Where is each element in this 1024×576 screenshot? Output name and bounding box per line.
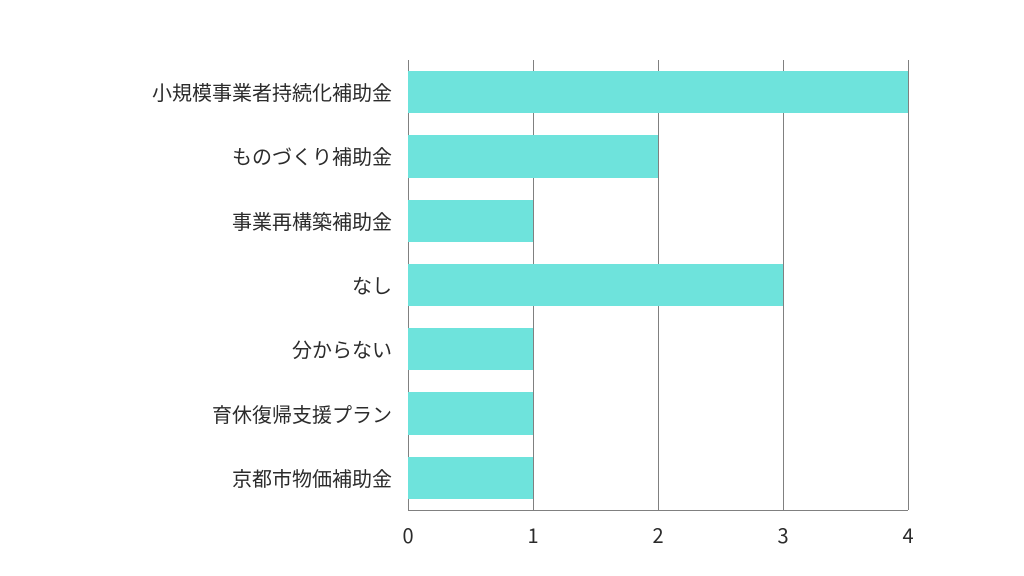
y-category-label: 分からない xyxy=(292,334,392,363)
bar xyxy=(408,200,533,242)
x-tick-label: 1 xyxy=(513,520,553,549)
y-category-label: 育休復帰支援プラン xyxy=(212,399,392,428)
bar xyxy=(408,71,908,113)
plot-area xyxy=(408,60,908,510)
y-category-label: なし xyxy=(352,270,392,299)
x-tick-label: 3 xyxy=(763,520,803,549)
y-category-label: ものづくり補助金 xyxy=(232,141,392,170)
y-category-label: 事業再構築補助金 xyxy=(232,206,392,235)
x-gridline xyxy=(908,60,909,510)
x-tick-label: 4 xyxy=(888,520,928,549)
x-tick-label: 0 xyxy=(388,520,428,549)
bar xyxy=(408,392,533,434)
x-tick-label: 2 xyxy=(638,520,678,549)
chart-container: 0 1 2 3 4 小規模事業者持続化補助金ものづくり補助金事業再構築補助金なし分からない… xyxy=(0,0,1024,576)
y-category-label: 京都市物価補助金 xyxy=(232,463,392,492)
x-axis-line xyxy=(408,510,908,511)
x-gridline xyxy=(783,60,784,510)
bar xyxy=(408,457,533,499)
bar xyxy=(408,328,533,370)
bar xyxy=(408,135,658,177)
bar xyxy=(408,264,783,306)
y-category-label: 小規模事業者持続化補助金 xyxy=(152,77,392,106)
